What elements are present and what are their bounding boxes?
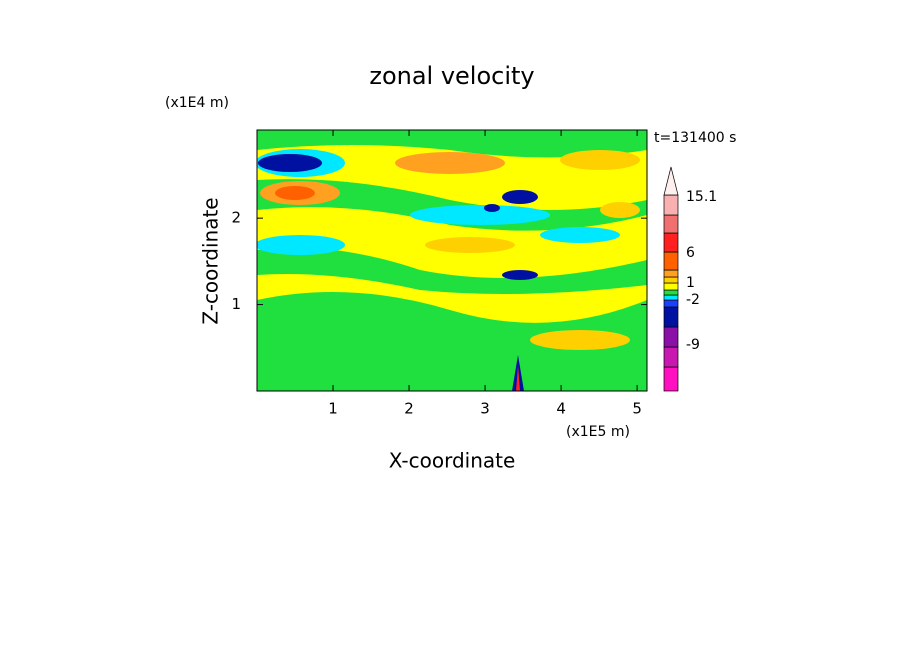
colorbar-box bbox=[663, 289, 679, 296]
colorbar-box bbox=[663, 346, 679, 368]
colorbar-label: 1 bbox=[686, 275, 695, 291]
colorbar-box bbox=[663, 276, 679, 284]
y-tick-label: 2 bbox=[231, 209, 241, 227]
colorbar-box bbox=[663, 282, 679, 291]
colorbar-label: 15.1 bbox=[686, 189, 717, 205]
colorbar-box bbox=[663, 294, 679, 301]
colorbar-label: -9 bbox=[686, 337, 700, 353]
colorbar-box bbox=[663, 232, 679, 253]
x-axis-label: X-coordinate bbox=[389, 449, 516, 473]
colorbar-box bbox=[663, 194, 679, 216]
colorbar-box bbox=[663, 214, 679, 234]
colorbar-box bbox=[663, 299, 679, 308]
x-tick-label: 4 bbox=[556, 400, 566, 418]
colorbar-label: -2 bbox=[686, 292, 700, 308]
x-tick-label: 2 bbox=[404, 400, 414, 418]
x-unit: (x1E5 m) bbox=[566, 424, 630, 440]
x-tick-label: 1 bbox=[328, 400, 338, 418]
x-tick-label: 3 bbox=[480, 400, 490, 418]
chart-title: zonal velocity bbox=[369, 62, 534, 90]
y-tick-label: 1 bbox=[231, 295, 241, 313]
time-label: t=131400 s bbox=[654, 130, 736, 146]
colorbar-box bbox=[663, 366, 679, 392]
colorbar-box bbox=[663, 306, 679, 328]
plot-frame bbox=[256, 129, 648, 392]
x-tick-label: 5 bbox=[632, 400, 642, 418]
colorbar-box bbox=[663, 326, 679, 348]
colorbar-label: 6 bbox=[686, 245, 695, 261]
y-axis-label: Z-coordinate bbox=[199, 197, 223, 324]
colorbar-arrow bbox=[663, 166, 679, 196]
colorbar-box bbox=[663, 269, 679, 278]
colorbar-box bbox=[663, 251, 679, 271]
contour-field bbox=[257, 130, 647, 391]
y-unit: (x1E4 m) bbox=[165, 95, 229, 111]
